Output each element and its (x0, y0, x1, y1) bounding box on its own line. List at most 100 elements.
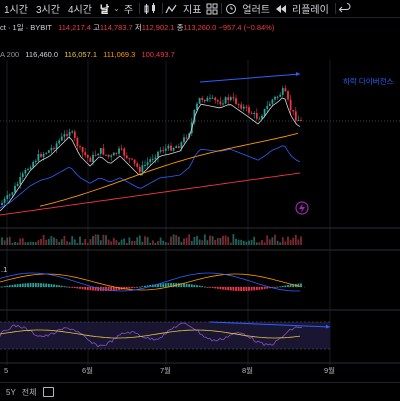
interval-dropdown-icon[interactable]: ⌄ (113, 4, 120, 13)
candle-body (45, 152, 48, 154)
lightning-icon[interactable] (295, 201, 309, 215)
candle-body (196, 103, 198, 110)
volume-bar (229, 242, 232, 245)
indicators-button[interactable]: 지표 (183, 5, 202, 16)
volume-bar (274, 234, 276, 245)
range-all[interactable]: 전체 (21, 387, 37, 397)
candle-body (154, 157, 157, 159)
candle-body (19, 177, 22, 184)
volume-bar (196, 235, 198, 245)
candle-body (167, 145, 170, 149)
volume-bar (11, 242, 14, 245)
volume-bar (300, 236, 302, 245)
candle-body (216, 100, 219, 102)
ohlc-close-label: 종 (176, 23, 184, 32)
volume-bar (268, 239, 271, 245)
macd-histogram-bar (203, 286, 206, 288)
volume-bar (71, 236, 74, 245)
replay-button[interactable]: 리플레이 (292, 5, 329, 16)
candle-body (16, 183, 19, 186)
candle-body (193, 109, 196, 123)
macd-histogram-bar (89, 287, 92, 291)
interval-3h[interactable]: 3시간 (35, 5, 60, 16)
candle-body (279, 94, 282, 97)
volume-bar (235, 238, 237, 245)
divergence-annotation[interactable]: 하락 다이버전스 (343, 76, 393, 86)
volume-bar (266, 235, 269, 245)
macd-histogram-bar (214, 287, 217, 289)
volume-bar (107, 239, 110, 245)
macd-histogram-bar (279, 286, 282, 288)
candle-body (123, 148, 126, 156)
macd-histogram-bar (107, 287, 110, 291)
volume-bar (261, 240, 263, 245)
macd-histogram-bar (6, 285, 9, 287)
templates-grid-icon[interactable] (205, 3, 219, 15)
interval-4h[interactable]: 4시간 (67, 5, 92, 16)
alert-clock-icon[interactable] (224, 3, 238, 15)
indicators-icon[interactable] (165, 3, 179, 15)
volume-bar (294, 234, 297, 245)
candle-body (6, 195, 9, 199)
rsi-divergence-line[interactable] (209, 321, 331, 328)
volume-bar (232, 234, 235, 245)
volume-bar (27, 242, 29, 245)
undo-icon[interactable] (338, 2, 352, 15)
macd-histogram-bar (112, 287, 115, 291)
candle-body (71, 131, 74, 133)
macd-histogram-bar (164, 283, 167, 287)
candle-body (92, 154, 94, 162)
volume-bar (157, 240, 159, 245)
volume-bar (53, 237, 55, 245)
volume-bar (242, 240, 245, 245)
volume-bar (149, 242, 152, 245)
candle-body (224, 97, 227, 104)
candle-body (263, 108, 266, 116)
macd-histogram-bar (73, 287, 76, 289)
volume-bar (1, 237, 3, 245)
replay-icon[interactable] (274, 3, 288, 15)
macd-histogram-bar (180, 283, 183, 287)
volume-bar (32, 241, 35, 245)
candle-body (115, 152, 118, 154)
volume-bar (175, 235, 178, 245)
calendar-icon[interactable] (42, 387, 54, 397)
ohlc-low-label: 저 (134, 23, 142, 32)
volume-bar (19, 238, 22, 245)
macd-histogram-bar (287, 284, 289, 287)
candle-body (294, 111, 297, 121)
macd-histogram-bar (206, 287, 209, 288)
macd-histogram-bar (167, 283, 170, 287)
macd-histogram-bar (284, 285, 287, 287)
candle-body (55, 143, 58, 149)
candle-type-icon[interactable] (142, 2, 160, 15)
range-5y[interactable]: 5Y (6, 387, 16, 397)
volume-bar (102, 234, 105, 245)
volume-bar (271, 237, 274, 245)
symbol-name[interactable]: ct (0, 23, 6, 32)
volume-bar (138, 235, 141, 245)
interval-1d[interactable]: 날 (99, 5, 110, 16)
volume-bar (40, 238, 42, 245)
interval-1w[interactable]: 주 (123, 5, 134, 16)
top-toolbar: 1시간 3시간 4시간 날 ⌄ 주 지표 얼러트 리플레이 (0, 0, 400, 18)
candle-body (284, 88, 287, 92)
ma-label[interactable]: A 200 (0, 50, 20, 59)
macd-histogram-bar (216, 287, 219, 289)
interval-1h[interactable]: 1시간 (4, 5, 28, 16)
candlestick-series (1, 85, 302, 206)
volume-bar (141, 241, 144, 245)
macd-histogram-bar (92, 287, 94, 291)
volume-bar (89, 239, 92, 245)
candle-body (151, 158, 154, 160)
candle-body (276, 96, 279, 98)
macd-histogram-bar (125, 287, 128, 289)
volume-bar (136, 237, 139, 245)
macd-histogram-bar (128, 287, 131, 289)
macd-histogram-bar (227, 287, 230, 291)
volume-bar (3, 240, 6, 245)
volume-bar (185, 237, 188, 245)
alert-button[interactable]: 얼러트 (242, 5, 271, 16)
price-divergence-line[interactable] (199, 73, 301, 83)
